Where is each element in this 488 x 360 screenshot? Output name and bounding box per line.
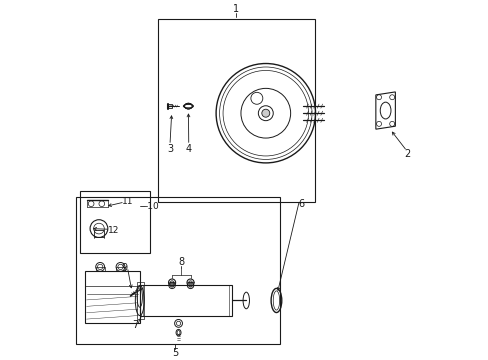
Bar	[116, 267, 125, 271]
Bar	[93, 230, 104, 238]
Text: 3: 3	[166, 144, 173, 154]
Bar	[168, 104, 171, 108]
Bar	[76, 197, 280, 344]
Text: 6: 6	[298, 199, 304, 209]
Circle shape	[261, 109, 269, 117]
Bar	[157, 19, 315, 202]
Text: 9: 9	[122, 263, 128, 273]
Text: 2: 2	[404, 149, 410, 159]
Bar	[84, 271, 140, 323]
Text: 8: 8	[178, 257, 184, 267]
Bar	[140, 285, 232, 316]
Bar	[81, 191, 149, 253]
Text: 12: 12	[108, 226, 119, 235]
Text: 4: 4	[185, 144, 191, 154]
Bar	[96, 267, 104, 271]
Bar	[137, 282, 144, 319]
Text: -10: -10	[144, 202, 159, 211]
Text: 5: 5	[172, 348, 178, 358]
Text: 1: 1	[232, 4, 238, 14]
Text: 11: 11	[122, 197, 134, 206]
Text: 7: 7	[132, 320, 138, 330]
